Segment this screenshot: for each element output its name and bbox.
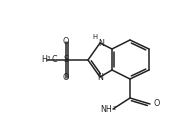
- Text: S: S: [63, 56, 69, 65]
- Text: O: O: [63, 73, 69, 83]
- Text: NH: NH: [100, 104, 112, 114]
- Text: N: N: [97, 72, 103, 82]
- Text: H: H: [93, 34, 98, 40]
- Text: O: O: [63, 38, 69, 46]
- Text: O: O: [153, 99, 159, 109]
- Text: H: H: [41, 56, 47, 65]
- Text: 2: 2: [113, 105, 116, 110]
- Text: N: N: [98, 39, 104, 47]
- Text: 3: 3: [47, 56, 50, 61]
- Text: C: C: [51, 56, 57, 65]
